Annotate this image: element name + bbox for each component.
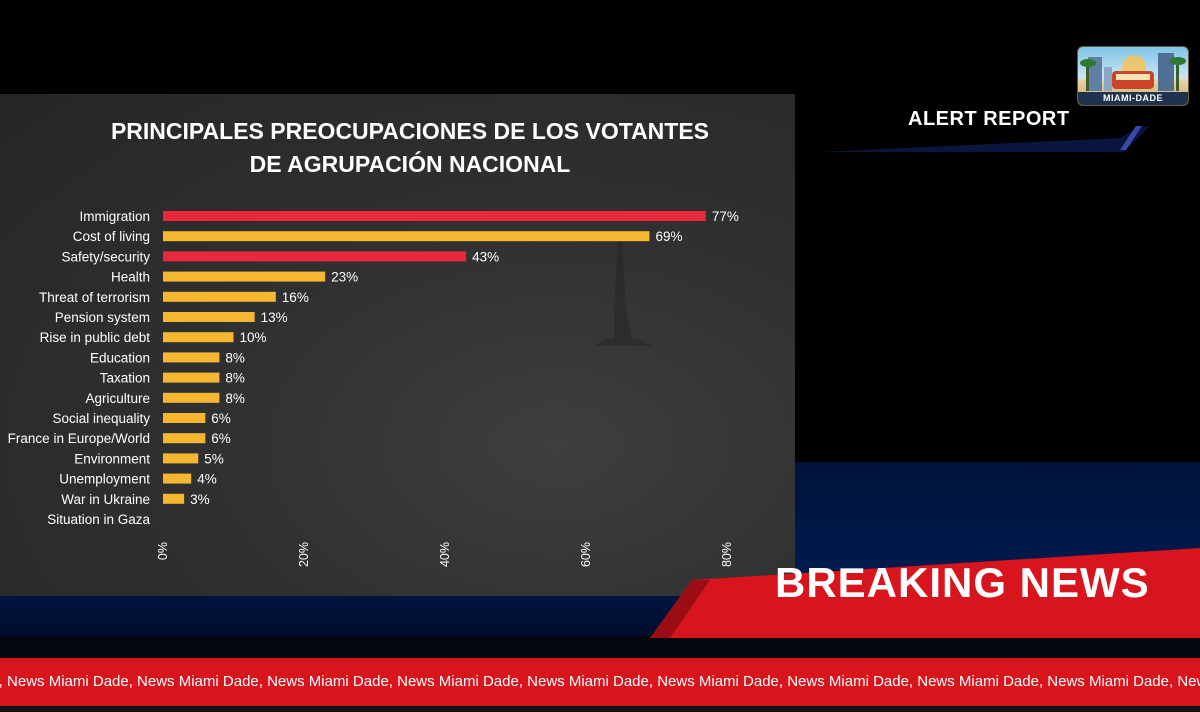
chart-title-line-1: PRINCIPALES PREOCUPACIONES DE LOS VOTANT…: [111, 118, 709, 144]
value-label: 16%: [282, 290, 309, 305]
category-label: War in Ukraine: [61, 492, 150, 507]
value-label: 8%: [225, 391, 245, 406]
bar: [163, 433, 206, 444]
bar: [163, 413, 206, 423]
bottom-strip: [0, 706, 1200, 712]
bar: [163, 352, 220, 363]
value-label: 23%: [331, 270, 358, 285]
value-label: 13%: [261, 310, 288, 325]
value-label: 10%: [240, 330, 267, 345]
logo-label: MIAMI-DADE: [1078, 92, 1188, 105]
category-label: Cost of living: [73, 229, 150, 244]
category-label: France in Europe/World: [8, 431, 150, 446]
bar: [163, 392, 220, 403]
bar: [163, 231, 650, 242]
x-tick-label: 40%: [438, 542, 452, 567]
category-label: Pension system: [55, 310, 150, 325]
eiffel-tower-silhouette: [594, 239, 652, 346]
bar: [163, 332, 234, 343]
value-label: 8%: [225, 350, 245, 365]
bar: [163, 493, 185, 504]
category-label: Taxation: [100, 371, 150, 386]
category-label: Situation in Gaza: [47, 512, 150, 527]
value-label: 6%: [211, 431, 231, 446]
category-label: Immigration: [79, 209, 150, 224]
breaking-news-label: BREAKING NEWS: [775, 559, 1150, 606]
ticker-text: de, News Miami Dade, News Miami Dade, Ne…: [0, 673, 1200, 690]
value-label: 5%: [204, 451, 224, 466]
bar: [163, 291, 276, 302]
category-label: Education: [90, 350, 150, 365]
news-ticker: de, News Miami Dade, News Miami Dade, Ne…: [0, 658, 1200, 706]
breaking-news-banner: [650, 548, 1200, 638]
value-label: 69%: [655, 229, 682, 244]
category-label: Safety/security: [61, 249, 150, 264]
value-label: 4%: [197, 472, 217, 487]
category-label: Environment: [74, 451, 150, 466]
bar: [163, 211, 706, 221]
category-label: Social inequality: [52, 411, 150, 426]
value-label: 43%: [472, 249, 499, 264]
value-label: 77%: [712, 209, 739, 224]
value-label: 6%: [211, 411, 231, 426]
bar: [163, 312, 255, 322]
bar: [163, 251, 467, 262]
bar: [163, 271, 326, 282]
category-label: Agriculture: [85, 391, 150, 406]
x-tick-label: 0%: [156, 542, 170, 560]
category-label: Health: [111, 270, 150, 285]
category-label: Unemployment: [59, 472, 150, 487]
bar: [163, 372, 220, 383]
value-label: 8%: [225, 371, 245, 386]
alert-report-label: ALERT REPORT: [908, 108, 1070, 130]
miami-dade-logo: MIAMI-DADE: [1077, 46, 1189, 106]
background-divider: [0, 636, 1200, 658]
alert-report-stripe: [820, 126, 1150, 152]
category-label: Rise in public debt: [40, 330, 151, 345]
chart-panel: PRINCIPALES PREOCUPACIONES DE LOS VOTANT…: [0, 94, 795, 596]
chart-title-line-2: DE AGRUPACIÓN NACIONAL: [250, 150, 571, 177]
x-tick-label: 60%: [579, 542, 593, 567]
category-label: Threat of terrorism: [39, 290, 150, 305]
bar-chart: PRINCIPALES PREOCUPACIONES DE LOS VOTANT…: [8, 118, 739, 567]
x-tick-label: 80%: [720, 542, 734, 567]
value-label: 3%: [190, 492, 210, 507]
x-tick-label: 20%: [297, 542, 311, 567]
bar: [163, 473, 192, 484]
bar: [163, 453, 199, 464]
